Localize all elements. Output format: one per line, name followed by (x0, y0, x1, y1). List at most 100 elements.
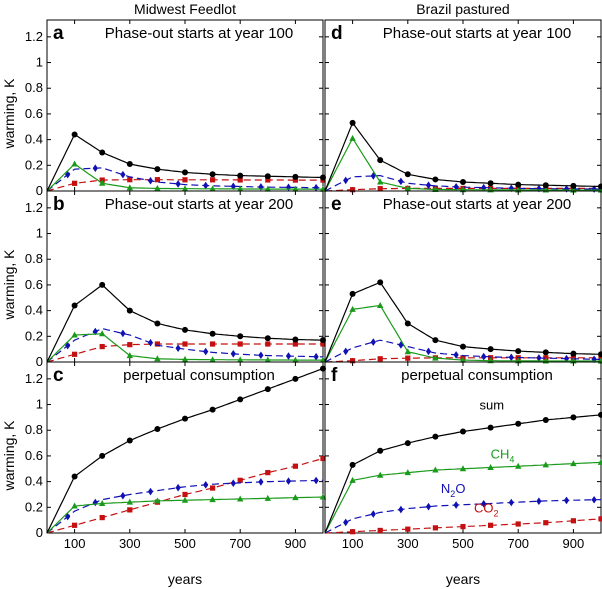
panel-letter-a: a (53, 23, 64, 44)
marker-f-N2O-9 (591, 495, 597, 504)
y-tick-label-a-5: 1 (36, 55, 43, 70)
marker-b-N2O-1 (92, 327, 98, 336)
x-axis-title-right: years (446, 571, 480, 587)
y-tick-label-c-4: 0.8 (25, 422, 43, 437)
marker-f-sum-4 (460, 428, 466, 435)
marker-e-sum-8 (570, 350, 577, 357)
y-tick-label-c-0: 0 (36, 525, 43, 540)
marker-f-sum-9 (598, 411, 602, 418)
marker-a-sum-0 (71, 131, 78, 138)
marker-e-N2O-6 (508, 353, 514, 362)
y-tick-label-c-6: 1.2 (25, 371, 43, 386)
marker-c-N2O-7 (258, 478, 264, 486)
y-tick-label-b-5: 1 (36, 226, 43, 241)
marker-f-sum-2 (404, 440, 411, 447)
marker-b-CO2-7 (265, 341, 271, 347)
panel-frame-f (324, 361, 602, 534)
panel-frame-c (46, 361, 324, 534)
marker-a-sum-8 (292, 173, 299, 180)
x-tick-label-f-0: 100 (342, 536, 364, 551)
marker-c-CH4-5 (209, 496, 216, 503)
marker-d-CH4-1 (377, 178, 384, 185)
marker-d-sum-2 (404, 171, 411, 178)
y-tick-label-b-4: 0.8 (25, 251, 43, 266)
marker-c-CO2-0 (72, 522, 78, 528)
marker-a-CH4-4 (181, 185, 189, 192)
marker-b-sum-6 (237, 333, 244, 340)
panel-a: 0 0.2 0.4 0.6 0.8 1 1.2 warming, K a Phase-out st… (1, 19, 327, 198)
marker-d-N2O-2 (398, 177, 404, 186)
marker-c-N2O-5 (203, 481, 209, 489)
marker-f-sum-1 (377, 447, 384, 454)
marker-a-CO2-5 (210, 177, 216, 183)
marker-b-N2O-6 (230, 350, 236, 358)
marker-c-CH4-1 (99, 499, 106, 506)
marker-b-N2O-9 (313, 352, 319, 361)
marker-d-sum-4 (460, 179, 466, 186)
marker-a-CO2-3 (154, 177, 160, 183)
marker-a-N2O-9 (313, 183, 319, 192)
marker-d-CO2-0 (350, 187, 356, 193)
marker-e-sum-7 (542, 349, 549, 356)
y-tick-label-c-2: 0.4 (25, 474, 43, 489)
marker-f-CO2-1 (377, 527, 383, 534)
y-tick-label-b-2: 0.4 (25, 303, 43, 318)
marker-f-N2O-3 (425, 502, 432, 511)
marker-f-CH4-6 (515, 462, 522, 469)
marker-a-N2O-1 (92, 164, 98, 172)
marker-a-N2O-4 (175, 180, 181, 188)
panel-title-d: Phase-out starts at year 100 (383, 25, 571, 42)
marker-d-N2O-5 (481, 183, 487, 192)
marker-f-sum-5 (487, 424, 494, 431)
marker-d-N2O-8 (563, 185, 570, 193)
marker-f-CH4-2 (404, 469, 411, 476)
y-tick-label-b-3: 0.6 (25, 277, 43, 292)
marker-f-CO2-3 (432, 525, 438, 531)
marker-d-N2O-1 (370, 172, 376, 180)
marker-d-N2O-4 (453, 183, 459, 191)
marker-f-N2O-6 (508, 498, 514, 507)
y-tick-label-a-6: 1.2 (25, 29, 43, 44)
marker-e-N2O-3 (425, 347, 432, 356)
marker-a-CO2-8 (292, 177, 298, 183)
y-tick-label-c-1: 0.2 (25, 499, 43, 514)
marker-e-sum-1 (377, 279, 384, 286)
marker-a-CO2-7 (265, 177, 271, 183)
marker-c-CO2-4 (182, 491, 188, 498)
marker-b-N2O-5 (203, 347, 209, 356)
marker-c-CO2-2 (127, 507, 133, 513)
y-tick-label-c-3: 0.6 (25, 448, 43, 463)
marker-f-N2O-7 (536, 497, 542, 506)
panel-title-c: perpetual consumption (123, 367, 275, 384)
marker-f-sum-3 (432, 433, 439, 440)
panel-title-b: Phase-out starts at year 200 (105, 196, 293, 213)
marker-c-N2O-1 (92, 498, 98, 507)
marker-d-N2O-0 (343, 176, 349, 185)
y-tick-label-a-3: 0.6 (25, 106, 43, 121)
marker-b-CO2-6 (237, 341, 243, 347)
marker-c-CH4-6 (237, 495, 244, 502)
panel-frame-a (46, 19, 324, 192)
marker-e-N2O-5 (481, 352, 487, 361)
marker-d-sum-1 (377, 157, 384, 164)
marker-f-CO2-9 (598, 516, 602, 522)
marker-e-CO2-0 (350, 358, 356, 364)
y-tick-label-a-2: 0.4 (25, 132, 43, 147)
panel-b: 0 0.2 0.4 0.6 0.8 1 1.2 warming, K b Phase-out st… (1, 190, 327, 369)
marker-f-CH4-7 (542, 461, 549, 468)
marker-f-CO2-7 (543, 520, 549, 526)
marker-e-CH4-1 (377, 301, 384, 308)
marker-c-CO2-8 (292, 463, 298, 469)
series-line-a-CO2 (46, 179, 323, 192)
marker-f-N2O-0 (343, 518, 349, 527)
marker-f-CO2-8 (570, 518, 576, 524)
marker-d-N2O-6 (508, 184, 514, 193)
x-tick-label-c-0: 100 (64, 536, 86, 551)
marker-c-CO2-9 (320, 455, 326, 462)
marker-a-sum-5 (209, 171, 216, 178)
marker-e-CH4-0 (349, 305, 356, 312)
marker-b-sum-5 (209, 330, 216, 337)
marker-f-sum-8 (570, 414, 577, 421)
marker-b-CO2-0 (72, 351, 78, 357)
